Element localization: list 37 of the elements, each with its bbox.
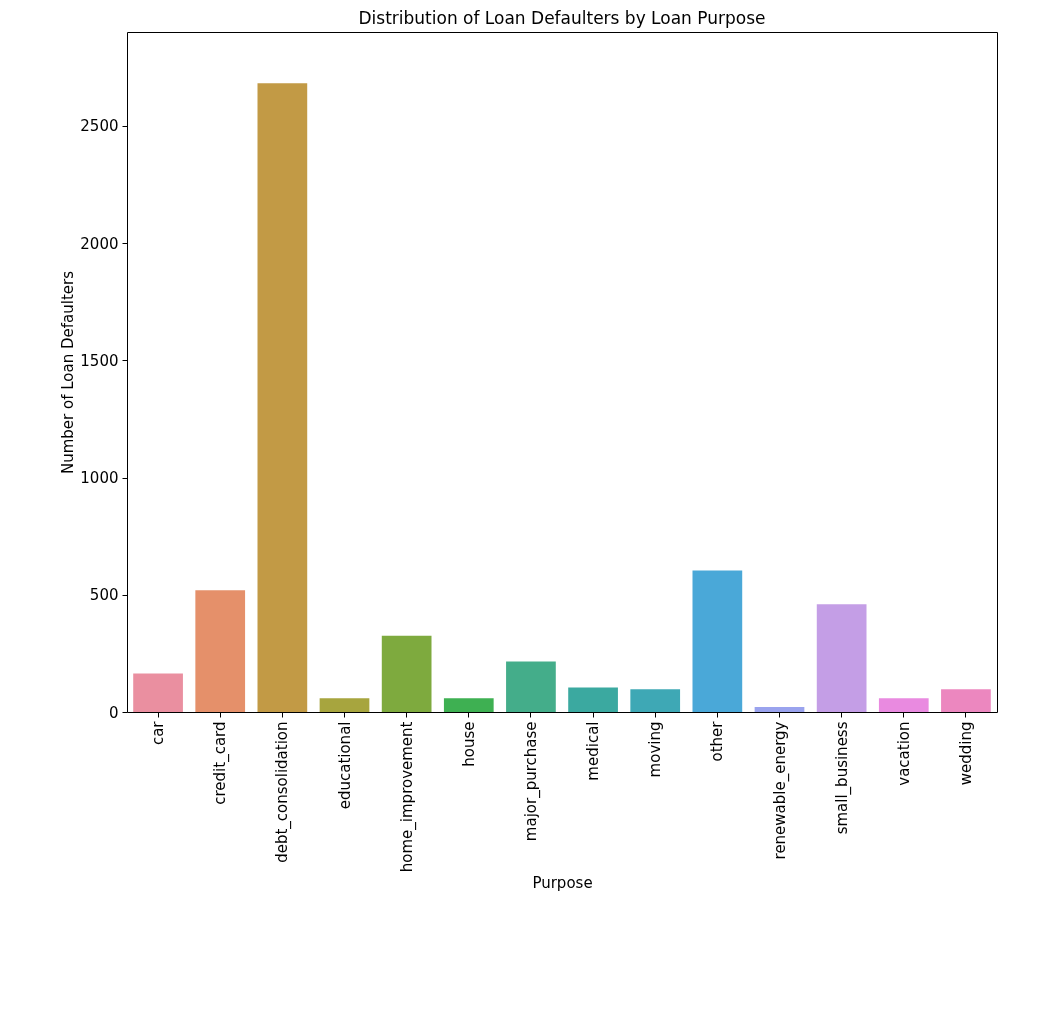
bar [195, 590, 246, 712]
x-tick-label: medical [584, 721, 603, 781]
bar [133, 673, 183, 712]
y-axis-title: Number of Loan Defaulters [59, 270, 78, 475]
chart-title: Distribution of Loan Defaulters by Loan Purpose [358, 8, 766, 28]
x-tick-label: moving [646, 721, 665, 778]
x-tick-label: credit_card [211, 721, 231, 805]
bar [319, 698, 370, 712]
bar [568, 687, 618, 712]
x-tick-label: major_purchase [521, 721, 541, 842]
y-tick-label: 500 [89, 586, 119, 605]
x-tick-label: wedding [956, 721, 975, 786]
bar [941, 689, 991, 712]
bar [443, 698, 494, 712]
x-tick-label: debt_consolidation [273, 721, 293, 863]
x-axis-title: Purpose [532, 874, 593, 893]
bar [816, 604, 867, 712]
x-tick-label: home_improvement [397, 721, 417, 873]
y-tick-label: 2000 [80, 234, 119, 253]
x-tick-label: car [149, 720, 168, 746]
x-tick-label: house [459, 721, 478, 767]
x-tick-label: educational [335, 721, 354, 810]
bar [754, 707, 805, 712]
bar [257, 83, 308, 712]
x-tick-label: small_business [832, 721, 852, 835]
bar [692, 570, 743, 712]
y-tick-label: 1500 [80, 351, 119, 370]
bar [878, 698, 929, 712]
y-tick-label: 1000 [80, 469, 119, 488]
x-tick-label: vacation [894, 721, 913, 786]
x-tick-label: other [708, 720, 727, 762]
bar [630, 689, 681, 712]
y-tick-label: 2500 [80, 117, 119, 136]
bar [381, 635, 432, 712]
x-tick-label: renewable_energy [770, 721, 790, 860]
bar [506, 661, 556, 712]
y-tick-label: 0 [108, 703, 119, 722]
